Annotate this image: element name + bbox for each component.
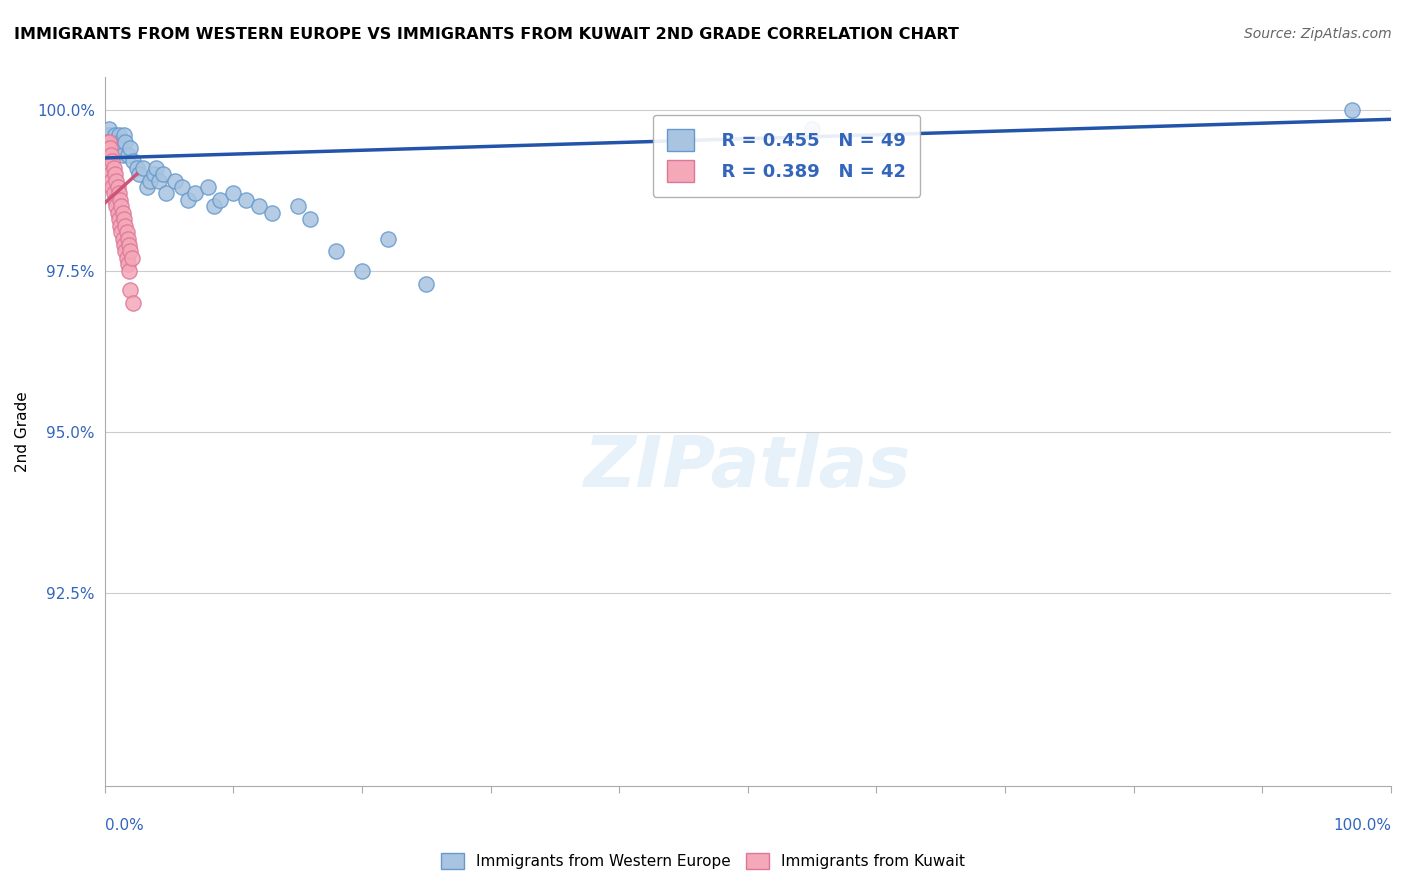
Legend:   R = 0.455   N = 49,   R = 0.389   N = 42: R = 0.455 N = 49, R = 0.389 N = 42 xyxy=(652,115,920,197)
Point xyxy=(104,167,127,181)
Point xyxy=(111,206,134,220)
Text: 100.0%: 100.0% xyxy=(1333,818,1391,833)
Point xyxy=(107,206,129,220)
Point xyxy=(108,193,131,207)
Point xyxy=(138,173,160,187)
Point xyxy=(108,219,131,233)
Point xyxy=(105,199,128,213)
Y-axis label: 2nd Grade: 2nd Grade xyxy=(15,392,30,472)
Point xyxy=(287,199,309,213)
Point xyxy=(94,147,117,161)
Text: ZIPatlas: ZIPatlas xyxy=(583,433,911,501)
Point xyxy=(122,154,145,169)
Point xyxy=(415,277,437,291)
Point xyxy=(120,244,142,259)
Point xyxy=(122,296,145,310)
Point xyxy=(202,199,225,213)
Point xyxy=(120,141,142,155)
Point xyxy=(105,173,128,187)
Point xyxy=(108,212,131,227)
Point xyxy=(110,225,132,239)
Point xyxy=(100,135,122,149)
Point xyxy=(105,135,128,149)
Point xyxy=(108,135,131,149)
Point xyxy=(100,147,122,161)
Point xyxy=(98,141,121,155)
Point xyxy=(94,135,117,149)
Point xyxy=(165,173,187,187)
Point xyxy=(183,186,205,201)
Point xyxy=(177,193,200,207)
Point xyxy=(111,231,134,245)
Point xyxy=(155,186,177,201)
Point xyxy=(145,161,167,175)
Point xyxy=(136,180,159,194)
Point xyxy=(111,147,134,161)
Point xyxy=(299,212,322,227)
Point xyxy=(209,193,232,207)
Point xyxy=(97,135,120,149)
Point xyxy=(104,193,127,207)
Point xyxy=(260,206,283,220)
Legend: Immigrants from Western Europe, Immigrants from Kuwait: Immigrants from Western Europe, Immigran… xyxy=(434,847,972,875)
Point xyxy=(100,173,122,187)
Point xyxy=(101,154,124,169)
Point xyxy=(325,244,347,259)
Point xyxy=(101,180,124,194)
Point xyxy=(97,161,120,175)
Point xyxy=(112,212,135,227)
Point xyxy=(1341,103,1364,117)
Point xyxy=(114,219,136,233)
Point xyxy=(103,141,125,155)
Point xyxy=(148,173,170,187)
Point xyxy=(115,225,138,239)
Point xyxy=(108,128,131,143)
Point xyxy=(142,167,165,181)
Point xyxy=(107,135,129,149)
Point xyxy=(104,128,127,143)
Point xyxy=(103,186,125,201)
Point xyxy=(94,141,117,155)
Point xyxy=(114,135,136,149)
Point xyxy=(152,167,174,181)
Point xyxy=(377,231,399,245)
Point xyxy=(222,186,245,201)
Point xyxy=(114,244,136,259)
Point xyxy=(120,283,142,297)
Point xyxy=(801,122,824,136)
Point xyxy=(125,161,148,175)
Point xyxy=(118,264,141,278)
Point xyxy=(101,135,124,149)
Text: 0.0%: 0.0% xyxy=(104,818,143,833)
Point xyxy=(96,141,118,155)
Point xyxy=(107,180,129,194)
Point xyxy=(108,186,131,201)
Point xyxy=(110,141,132,155)
Point xyxy=(117,147,139,161)
Point xyxy=(115,251,138,265)
Point xyxy=(235,193,257,207)
Point xyxy=(97,122,120,136)
Point xyxy=(132,161,155,175)
Point xyxy=(96,128,118,143)
Point xyxy=(96,154,118,169)
Point xyxy=(112,238,135,252)
Point xyxy=(197,180,219,194)
Text: Source: ZipAtlas.com: Source: ZipAtlas.com xyxy=(1244,27,1392,41)
Point xyxy=(110,199,132,213)
Point xyxy=(117,231,139,245)
Point xyxy=(103,161,125,175)
Point xyxy=(247,199,270,213)
Point xyxy=(98,128,121,143)
Point xyxy=(350,264,373,278)
Point xyxy=(117,257,139,271)
Point xyxy=(170,180,193,194)
Point xyxy=(112,128,135,143)
Point xyxy=(98,167,121,181)
Point xyxy=(128,167,150,181)
Point xyxy=(121,251,143,265)
Point xyxy=(97,135,120,149)
Point xyxy=(118,238,141,252)
Text: IMMIGRANTS FROM WESTERN EUROPE VS IMMIGRANTS FROM KUWAIT 2ND GRADE CORRELATION C: IMMIGRANTS FROM WESTERN EUROPE VS IMMIGR… xyxy=(14,27,959,42)
